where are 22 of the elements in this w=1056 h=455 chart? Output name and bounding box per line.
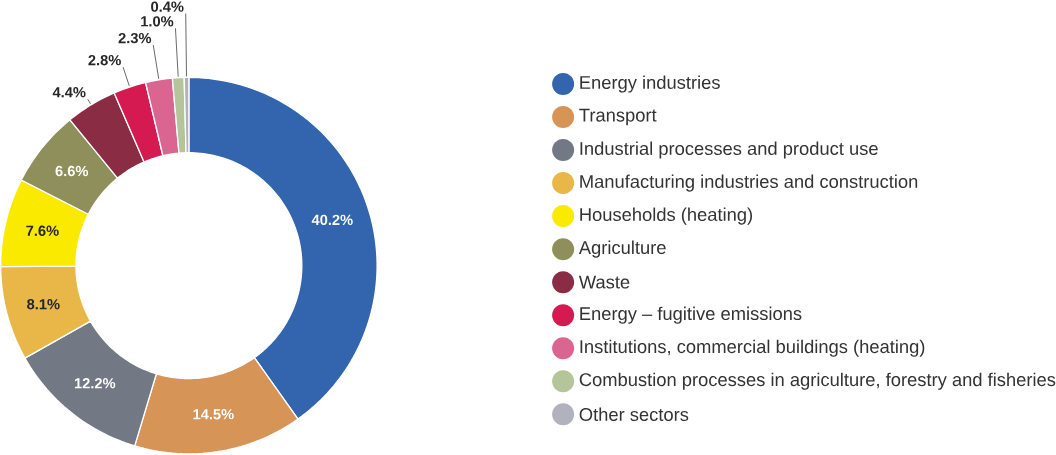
- data-label: 40.2%: [311, 214, 353, 226]
- legend-label: Industrial processes and product use: [580, 141, 878, 159]
- legend-label: Energy – fugitive emissions: [580, 306, 802, 324]
- data-label: 12.2%: [74, 378, 116, 389]
- legend-label: Other sectors: [579, 407, 689, 422]
- legend-label: Combustion processes in agriculture, forestry and fisheries: [579, 372, 1056, 390]
- legend-label: Energy industries: [580, 75, 720, 93]
- legend-label: Households (heating): [580, 207, 753, 225]
- data-label: 7.6%: [26, 225, 59, 237]
- data-label: 6.6%: [55, 166, 89, 177]
- data-label: 2.8%: [88, 55, 121, 66]
- data-label: 14.5%: [193, 409, 234, 420]
- legend-label: Transport: [579, 109, 657, 126]
- data-label: 0.4%: [151, 1, 184, 13]
- data-label: 2.3%: [118, 33, 152, 44]
- data-label: 1.0%: [141, 16, 174, 27]
- legend-label: Institutions, commercial buildings (heating): [580, 339, 925, 357]
- data-label: 4.4%: [52, 87, 86, 98]
- legend-label: Agriculture: [578, 240, 666, 258]
- legend-label: Waste: [578, 276, 630, 289]
- legend-label: Manufacturing industries and construction: [580, 174, 918, 192]
- data-label: 8.1%: [27, 299, 60, 310]
